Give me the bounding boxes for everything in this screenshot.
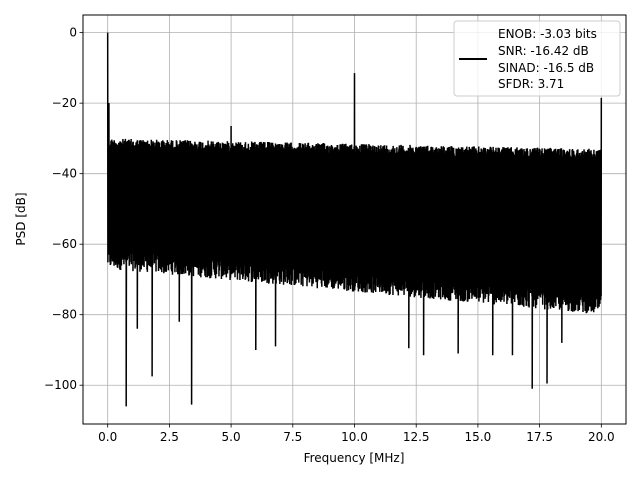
y-tick-label: −80 <box>52 308 77 322</box>
legend-sfdr: SFDR: 3.71 <box>498 77 564 91</box>
legend-enob: ENOB: -3.03 bits <box>498 27 597 41</box>
x-tick-label: 12.5 <box>403 430 430 444</box>
x-axis-label: Frequency [MHz] <box>304 451 405 465</box>
x-tick-label: 10.0 <box>341 430 368 444</box>
x-tick-label: 7.5 <box>283 430 302 444</box>
legend: ENOB: -3.03 bits SNR: -16.42 dB SINAD: -… <box>453 20 621 97</box>
x-tick-label: 2.5 <box>160 430 179 444</box>
x-tick-label: 5.0 <box>222 430 241 444</box>
legend-snr: SNR: -16.42 dB <box>498 44 589 58</box>
x-tick-label: 17.5 <box>526 430 553 444</box>
x-axis-ticks: 0.0 2.5 5.0 7.5 10.0 12.5 15.0 17.5 20.0 <box>98 424 615 444</box>
y-axis-ticks: 0 −20 −40 −60 −80 −100 <box>44 26 83 392</box>
y-tick-label: −60 <box>52 237 77 251</box>
legend-box <box>453 20 621 97</box>
y-tick-label: −40 <box>52 167 77 181</box>
y-tick-label: −100 <box>44 378 77 392</box>
y-tick-label: 0 <box>69 26 77 40</box>
x-tick-label: 0.0 <box>98 430 117 444</box>
y-axis-label: PSD [dB] <box>14 192 28 245</box>
psd-series <box>106 32 603 407</box>
y-tick-label: −20 <box>52 96 77 110</box>
x-tick-label: 20.0 <box>588 430 615 444</box>
legend-sinad: SINAD: -16.5 dB <box>498 61 594 75</box>
x-tick-label: 15.0 <box>465 430 492 444</box>
psd-line <box>106 32 603 407</box>
